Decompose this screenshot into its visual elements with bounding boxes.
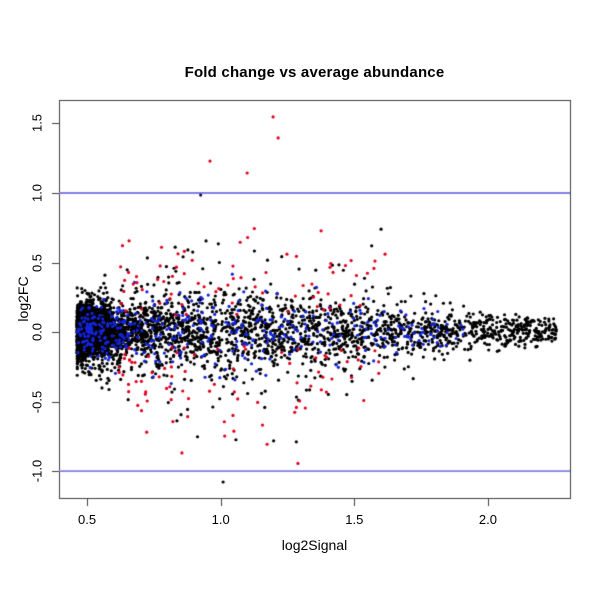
y-tick-label-2: 0.5 [29, 253, 45, 272]
x-tick-label-0: 0.5 [78, 512, 97, 527]
y-tick-label-1: 1.0 [29, 183, 45, 203]
y-tick-label-3: 0.0 [29, 322, 45, 342]
y-tick-label-0: 1.5 [29, 114, 45, 133]
y-tick-label-4: -0.5 [29, 390, 45, 413]
y-axis-label: log2FC [15, 276, 31, 322]
x-tick-label-1: 1.0 [211, 512, 230, 527]
x-tick-label-3: 2.0 [478, 512, 497, 527]
x-tick-label-2: 1.5 [345, 512, 364, 527]
y-tick-label-5: -1.0 [29, 459, 45, 483]
chart-title: Fold change vs average abundance [184, 64, 445, 81]
x-axis-label: log2Signal [281, 537, 348, 553]
